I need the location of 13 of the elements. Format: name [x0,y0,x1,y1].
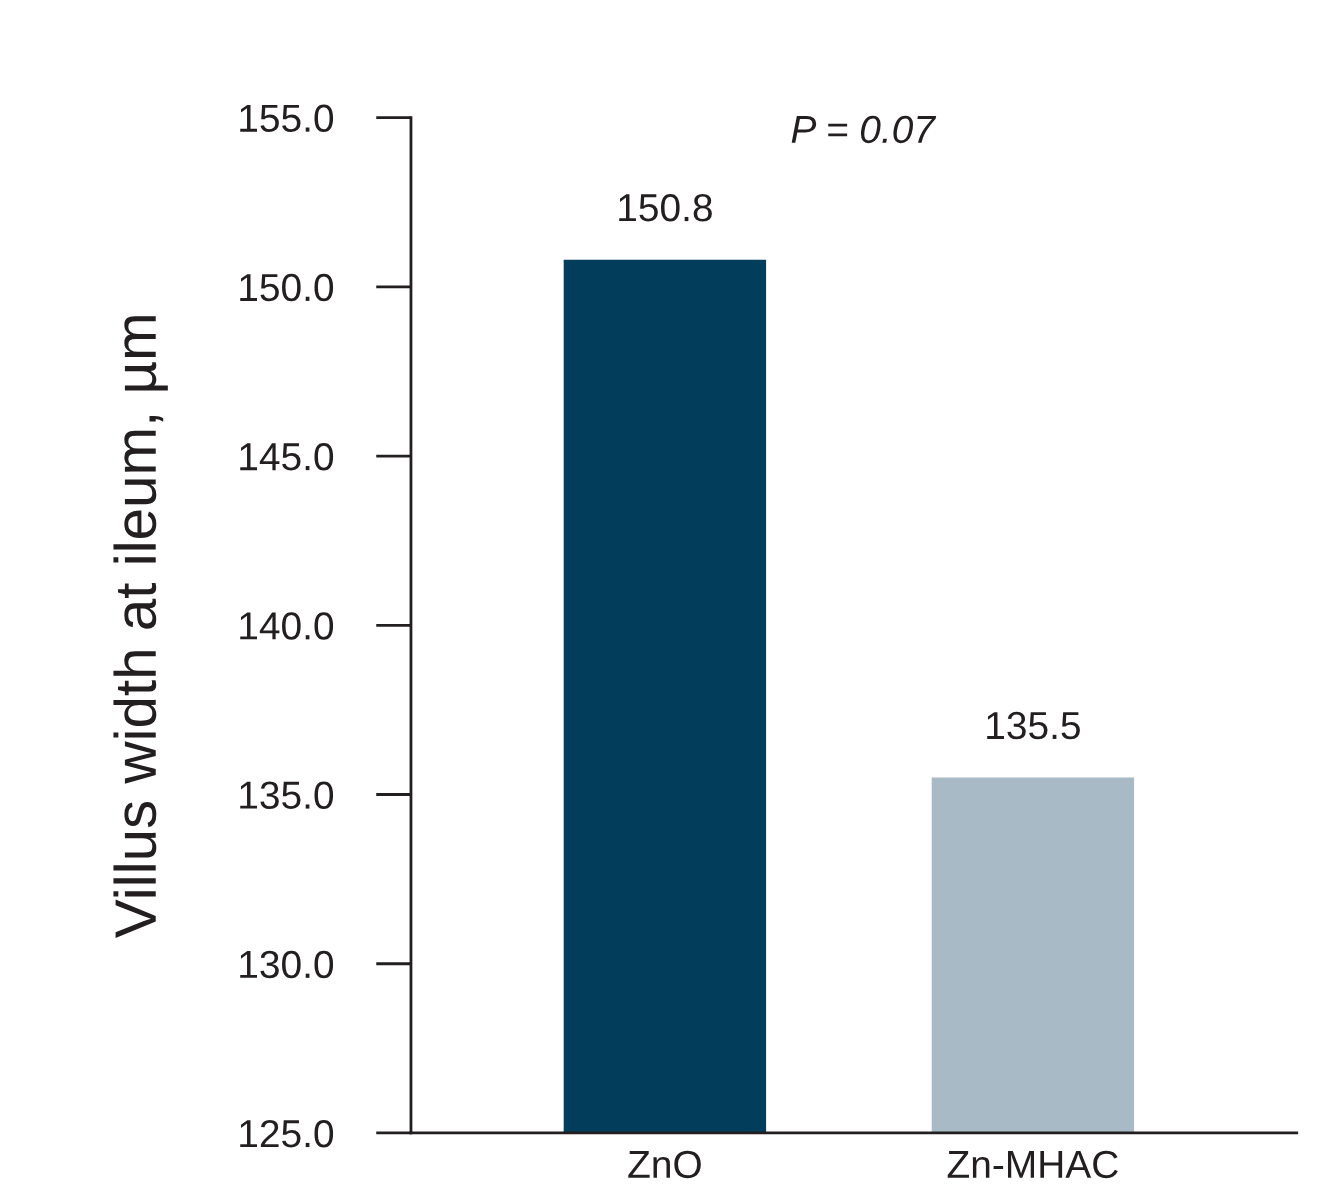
y-tick-label: 125.0 [240,1119,334,1148]
y-tick-label: 135.0 [240,781,334,809]
x-tick-label: ZnO [628,1150,701,1179]
data-label: 135.5 [987,711,1080,740]
y-tick-label: 150.0 [240,273,334,302]
y-tick-label: 140.0 [240,612,334,640]
data-label: 150.8 [619,193,712,222]
x-tick-label: Zn-MHAC [947,1150,1118,1179]
annotation: P = 0.07 [791,115,937,144]
y-tick-label: 130.0 [240,950,334,979]
y-axis-title: Villus width at ileum, µm [113,316,168,938]
y-tick-label: 155.0 [240,104,334,133]
y-tick-label: 145.0 [240,442,334,471]
